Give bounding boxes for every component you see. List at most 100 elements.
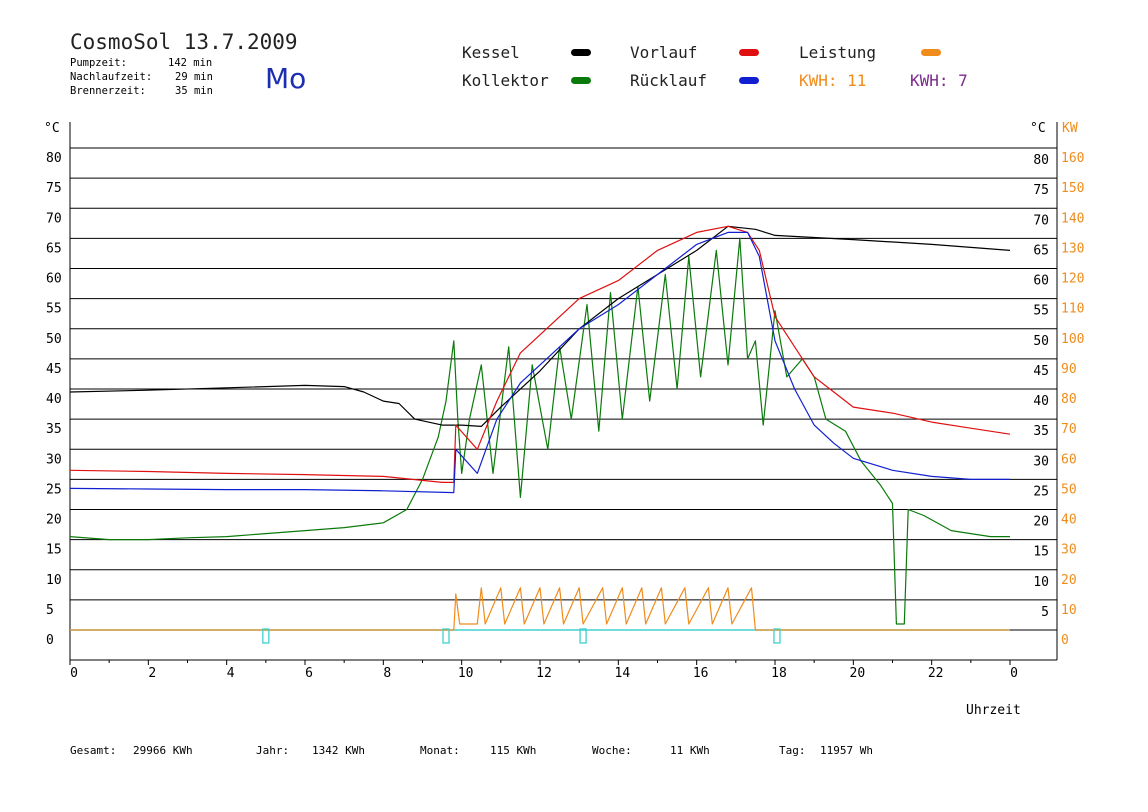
y-tick-left: 80 bbox=[46, 151, 62, 166]
legend-vorlauf-swatch bbox=[739, 49, 759, 56]
y-tick-right-power: 160 bbox=[1061, 151, 1084, 166]
series-ruecklauf-line bbox=[69, 231, 1010, 494]
stat-brennerzeit-value: 35 min bbox=[175, 85, 213, 97]
y-tick-right-temp: 60 bbox=[1033, 274, 1049, 289]
stat-nachlaufzeit-value: 29 min bbox=[175, 71, 213, 83]
y-tick-left: 70 bbox=[46, 211, 62, 226]
y-axis-unit-right-power: KW bbox=[1062, 121, 1078, 136]
x-tick-label: 6 bbox=[305, 666, 313, 681]
y-axis-unit-right-temp: °C bbox=[1030, 121, 1046, 136]
y-tick-right-temp: 75 bbox=[1033, 183, 1049, 198]
footer-woche-label: Woche: bbox=[592, 744, 632, 757]
y-tick-right-power: 50 bbox=[1061, 482, 1077, 497]
legend-kwh-purple: KWH: 7 bbox=[910, 71, 968, 90]
footer-tag-value: 11957 Wh bbox=[820, 744, 873, 757]
legend-leistung-label: Leistung bbox=[799, 43, 877, 62]
x-tick-label: 12 bbox=[536, 666, 552, 681]
y-tick-right-power: 70 bbox=[1061, 422, 1077, 437]
y-tick-right-power: 150 bbox=[1061, 181, 1084, 196]
footer-gesamt-value: 29966 KWh bbox=[133, 744, 193, 757]
series-leistung-line bbox=[70, 587, 1010, 631]
stat-brennerzeit-label: Brennerzeit: bbox=[70, 85, 146, 97]
baseline-marker bbox=[579, 628, 587, 644]
y-tick-left: 5 bbox=[46, 603, 54, 618]
footer-gesamt-label: Gesamt: bbox=[70, 744, 117, 757]
y-tick-left: 55 bbox=[46, 302, 62, 317]
chart-title: CosmoSol 13.7.2009 bbox=[70, 30, 298, 54]
y-tick-left: 40 bbox=[46, 392, 62, 407]
y-tick-right-power: 10 bbox=[1061, 603, 1077, 618]
x-tick-label: 16 bbox=[693, 666, 709, 681]
y-tick-left: 20 bbox=[46, 513, 62, 528]
y-tick-right-temp: 15 bbox=[1033, 545, 1049, 560]
y-tick-right-power: 30 bbox=[1061, 543, 1077, 558]
y-tick-right-temp: 30 bbox=[1033, 454, 1049, 469]
y-tick-right-power: 110 bbox=[1061, 302, 1084, 317]
y-tick-left: 75 bbox=[46, 181, 62, 196]
y-tick-right-power: 100 bbox=[1061, 332, 1084, 347]
footer-woche-value: 11 KWh bbox=[670, 744, 710, 757]
x-tick-label: 14 bbox=[615, 666, 631, 681]
footer-monat-value: 115 KWh bbox=[490, 744, 537, 757]
legend-ruecklauf-label: Rücklauf bbox=[630, 71, 708, 90]
legend-kwh-orange: KWH: 11 bbox=[799, 71, 867, 90]
y-tick-right-temp: 45 bbox=[1033, 364, 1049, 379]
y-tick-right-power: 120 bbox=[1061, 272, 1084, 287]
series-vorlauf-line bbox=[69, 225, 1011, 483]
series-kessel-line bbox=[69, 225, 1011, 427]
x-tick-label: 18 bbox=[771, 666, 787, 681]
y-tick-left: 0 bbox=[46, 633, 54, 648]
footer-jahr-value: 1342 KWh bbox=[312, 744, 365, 757]
y-tick-right-power: 80 bbox=[1061, 392, 1077, 407]
stat-pumpzeit-label: Pumpzeit: bbox=[70, 57, 127, 69]
y-tick-right-temp: 55 bbox=[1033, 304, 1049, 319]
baseline-marker bbox=[442, 628, 450, 644]
y-tick-left: 30 bbox=[46, 452, 62, 467]
x-tick-label: 0 bbox=[70, 666, 78, 681]
x-tick-label: 22 bbox=[928, 666, 944, 681]
y-tick-right-power: 130 bbox=[1061, 241, 1084, 256]
baseline-marker bbox=[262, 628, 270, 644]
y-tick-right-temp: 70 bbox=[1033, 213, 1049, 228]
y-tick-left: 15 bbox=[46, 543, 62, 558]
legend-kessel-swatch bbox=[571, 49, 591, 56]
series-kollektor-line bbox=[69, 237, 1010, 625]
x-tick-label: 4 bbox=[227, 666, 235, 681]
weekday-label: Mo bbox=[265, 62, 307, 95]
x-tick-label: 10 bbox=[458, 666, 474, 681]
y-tick-right-temp: 50 bbox=[1033, 334, 1049, 349]
x-tick-label: 0 bbox=[1010, 666, 1018, 681]
y-tick-left: 50 bbox=[46, 332, 62, 347]
y-tick-left: 35 bbox=[46, 422, 62, 437]
legend-kessel-label: Kessel bbox=[462, 43, 520, 62]
footer-monat-label: Monat: bbox=[420, 744, 460, 757]
legend-vorlauf-label: Vorlauf bbox=[630, 43, 698, 62]
legend-kollektor-swatch bbox=[571, 77, 591, 84]
y-tick-left: 65 bbox=[46, 241, 62, 256]
footer-jahr-label: Jahr: bbox=[256, 744, 290, 757]
y-tick-left: 45 bbox=[46, 362, 62, 377]
y-tick-right-temp: 35 bbox=[1033, 424, 1049, 439]
y-tick-right-power: 60 bbox=[1061, 452, 1077, 467]
y-tick-right-power: 0 bbox=[1061, 633, 1069, 648]
legend-ruecklauf-swatch bbox=[739, 77, 759, 84]
legend-leistung-swatch bbox=[921, 49, 941, 56]
stat-pumpzeit-value: 142 min bbox=[168, 57, 213, 69]
y-tick-left: 60 bbox=[46, 272, 62, 287]
stat-nachlaufzeit-label: Nachlaufzeit: bbox=[70, 71, 153, 83]
y-tick-left: 10 bbox=[46, 573, 62, 588]
y-tick-right-power: 140 bbox=[1061, 211, 1084, 226]
footer-tag-label: Tag: bbox=[779, 744, 806, 757]
y-tick-right-power: 20 bbox=[1061, 573, 1077, 588]
y-tick-right-power: 90 bbox=[1061, 362, 1077, 377]
x-tick-label: 2 bbox=[148, 666, 156, 681]
y-tick-right-temp: 10 bbox=[1033, 575, 1049, 590]
baseline-marker bbox=[773, 628, 781, 644]
y-tick-right-temp: 80 bbox=[1033, 153, 1049, 168]
y-tick-right-temp: 25 bbox=[1033, 484, 1049, 499]
y-tick-right-power: 40 bbox=[1061, 513, 1077, 528]
y-tick-left: 25 bbox=[46, 482, 62, 497]
y-axis-unit-left: °C bbox=[44, 121, 60, 136]
y-tick-right-temp: 5 bbox=[1041, 605, 1049, 620]
